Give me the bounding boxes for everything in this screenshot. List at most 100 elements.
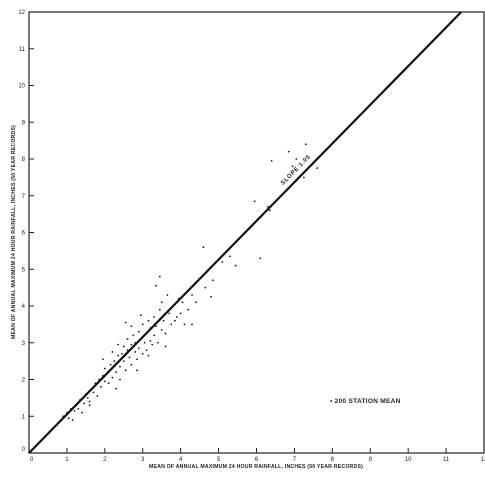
data-point — [111, 351, 114, 353]
data-point — [138, 347, 140, 350]
data-point — [221, 261, 224, 263]
data-point — [141, 352, 144, 355]
data-point — [130, 343, 133, 346]
y-tick-label: 9 — [22, 120, 26, 126]
data-point — [92, 391, 95, 394]
data-point — [147, 319, 150, 322]
data-point — [204, 286, 207, 289]
data-point — [168, 312, 171, 315]
y-tick-label: 7 — [22, 194, 26, 200]
x-tick-label: 9 — [369, 457, 373, 463]
data-point — [98, 378, 101, 381]
data-point — [69, 408, 72, 410]
y-tick-label: 4 — [22, 304, 26, 310]
data-point — [105, 373, 108, 375]
x-tick-label: 1 — [65, 457, 69, 463]
data-point — [304, 143, 307, 146]
data-point — [155, 325, 157, 328]
x-tick-label: 11 — [443, 457, 450, 463]
y-tick-label: 11 — [19, 47, 26, 53]
data-point — [115, 371, 118, 374]
data-point — [175, 316, 178, 318]
data-point — [291, 165, 294, 168]
data-point — [270, 159, 273, 162]
data-point — [160, 301, 163, 304]
data-point — [119, 365, 121, 368]
y-tick-label: 0 — [22, 447, 26, 453]
y-axis-label: MEAN OF ANNUAL MAXIMUM 24 HOUR RAINFALL,… — [11, 125, 17, 339]
data-point — [149, 340, 152, 342]
data-point — [128, 356, 131, 359]
data-point — [130, 363, 133, 366]
data-point — [96, 395, 99, 397]
y-tick-label: 10 — [18, 84, 25, 90]
data-point — [229, 255, 231, 258]
data-point — [153, 316, 156, 318]
data-point — [253, 200, 256, 203]
regression-line — [28, 11, 463, 454]
data-point — [134, 351, 137, 353]
data-point — [83, 402, 85, 405]
data-point — [141, 323, 144, 326]
data-point — [158, 275, 161, 278]
data-point — [208, 268, 211, 271]
data-point — [139, 314, 142, 317]
data-point — [162, 319, 165, 322]
plot-frame — [28, 11, 485, 454]
data-point — [191, 323, 193, 326]
data-point — [73, 409, 76, 412]
data-point — [166, 294, 169, 296]
data-point — [66, 411, 68, 414]
x-tick-label: 8 — [331, 457, 335, 463]
data-point — [102, 374, 104, 377]
data-point — [211, 279, 214, 282]
data-point — [120, 352, 123, 355]
data-point — [126, 349, 129, 351]
data-point — [191, 294, 193, 296]
data-point — [302, 176, 305, 179]
data-point — [88, 404, 91, 407]
data-point — [164, 345, 167, 348]
data-point — [268, 209, 271, 212]
data-point — [183, 323, 186, 326]
data-point — [117, 354, 120, 357]
data-point — [102, 358, 104, 361]
data-point — [157, 341, 159, 344]
y-tick-label: 12 — [18, 10, 25, 16]
x-tick-label: 12 — [481, 457, 485, 463]
data-point — [117, 343, 120, 346]
data-point — [139, 338, 142, 340]
data-point — [126, 338, 129, 340]
data-point — [130, 325, 133, 328]
y-tick-label: 3 — [22, 341, 26, 347]
data-point — [111, 376, 114, 379]
data-point — [295, 158, 298, 160]
x-tick-label: 10 — [405, 457, 412, 463]
data-point — [113, 360, 116, 363]
data-point — [94, 382, 97, 385]
data-point — [164, 332, 167, 335]
x-tick-label: 7 — [293, 457, 297, 463]
data-point — [266, 205, 269, 208]
data-point — [143, 341, 146, 344]
data-point — [67, 417, 70, 419]
data-point — [179, 312, 182, 315]
data-point — [115, 387, 118, 390]
y-tick-label: 6 — [22, 231, 26, 237]
data-point — [172, 305, 174, 307]
data-point — [100, 385, 102, 388]
data-point — [81, 411, 83, 414]
data-point — [145, 349, 148, 351]
data-point — [147, 354, 150, 357]
y-tick-label: 8 — [22, 157, 26, 163]
data-point — [124, 321, 127, 324]
data-point — [194, 301, 197, 304]
data-point — [160, 328, 163, 331]
data-point — [151, 343, 154, 346]
x-tick-label: 0 — [30, 457, 34, 463]
data-point — [177, 297, 180, 300]
data-point — [210, 295, 212, 298]
data-point — [90, 387, 93, 390]
data-point — [136, 369, 138, 372]
